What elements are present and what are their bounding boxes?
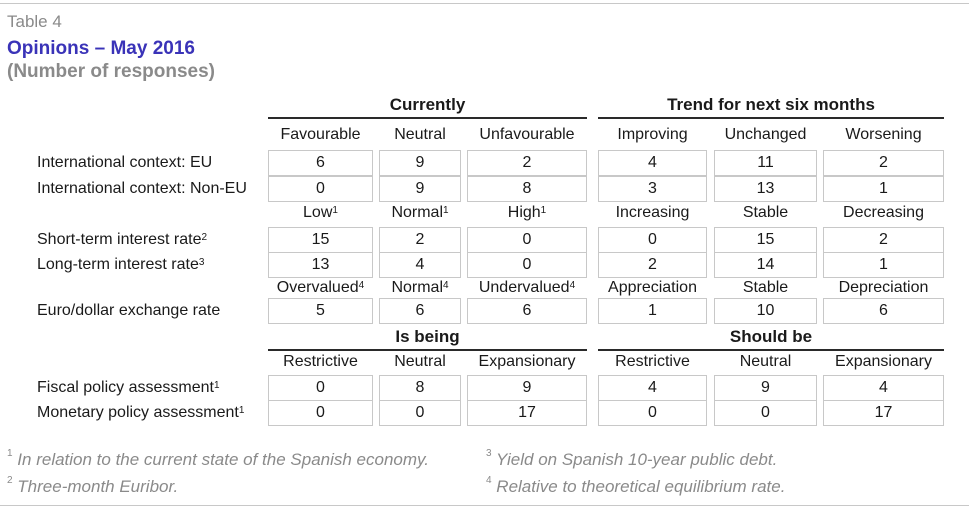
table-cell: 0 [598, 227, 707, 253]
table-cell: 6 [379, 298, 461, 324]
column-header: Neutral [394, 126, 446, 143]
table-cell: 6 [823, 298, 944, 324]
table-cell: 0 [268, 375, 373, 401]
column-header: Neutral [394, 353, 446, 370]
table-cell: 17 [823, 400, 944, 426]
table-cell: 15 [268, 227, 373, 253]
row-label: Short-term interest rate2 [37, 231, 208, 248]
table-cell: 6 [467, 298, 587, 324]
column-header: Appreciation [608, 279, 697, 296]
row-label: International context: Non-EU [37, 180, 247, 197]
column-header: Normal1 [391, 204, 449, 221]
row-label: Long-term interest rate3 [37, 256, 205, 273]
table-cell: 4 [598, 150, 707, 176]
footnote: 4 Relative to theoretical equilibrium ra… [486, 475, 786, 496]
table-cell: 1 [598, 298, 707, 324]
table-cell: 0 [268, 400, 373, 426]
group-header-is_being: Is being [395, 327, 460, 346]
table-subtitle: (Number of responses) [7, 61, 215, 82]
row-label: Monetary policy assessment1 [37, 404, 245, 421]
column-header: Expansionary [478, 353, 576, 370]
table-cell: 1 [823, 252, 944, 278]
column-header: Unfavourable [479, 126, 575, 143]
table-cell: 4 [598, 375, 707, 401]
column-header: Undervalued4 [478, 279, 576, 296]
column-header: Worsening [845, 126, 922, 143]
column-header: Restrictive [615, 353, 690, 370]
table-cell: 13 [268, 252, 373, 278]
top-rule [0, 3, 969, 4]
footnote: 2 Three-month Euribor. [7, 475, 179, 496]
table-cell: 4 [379, 252, 461, 278]
column-header: Decreasing [843, 204, 924, 221]
column-header: Stable [742, 279, 789, 296]
column-header: Low1 [303, 204, 338, 221]
column-header: Stable [742, 204, 789, 221]
table-cell: 11 [714, 150, 817, 176]
row-label: International context: EU [37, 154, 213, 171]
table-cell: 2 [379, 227, 461, 253]
column-header: Improving [617, 126, 688, 143]
table-cell: 0 [268, 176, 373, 202]
group-header-trend: Trend for next six months [667, 95, 875, 114]
column-header: Normal4 [391, 279, 449, 296]
table-cell: 8 [467, 176, 587, 202]
group-rule-currently [268, 117, 587, 119]
table-cell: 2 [823, 227, 944, 253]
table-cell: 8 [379, 375, 461, 401]
table-cell: 0 [467, 252, 587, 278]
bottom-rule [0, 505, 969, 506]
table-cell: 17 [467, 400, 587, 426]
table-cell: 2 [823, 150, 944, 176]
column-header: Favourable [280, 126, 361, 143]
table-cell: 14 [714, 252, 817, 278]
column-header: Depreciation [838, 279, 929, 296]
table-tag: Table 4 [7, 12, 62, 31]
table-cell: 6 [268, 150, 373, 176]
table-cell: 0 [714, 400, 817, 426]
column-header: Restrictive [283, 353, 358, 370]
row-label: Fiscal policy assessment1 [37, 379, 220, 396]
footnote: 3 Yield on Spanish 10-year public debt. [486, 448, 778, 469]
table-cell: 13 [714, 176, 817, 202]
group-header-should_be: Should be [729, 327, 813, 346]
column-header: Neutral [739, 353, 792, 370]
table-cell: 9 [714, 375, 817, 401]
column-header: Increasing [615, 204, 690, 221]
table-cell: 9 [467, 375, 587, 401]
table-cell: 0 [467, 227, 587, 253]
group-header-currently: Currently [389, 95, 466, 114]
table-cell: 9 [379, 176, 461, 202]
table-title: Opinions – May 2016 [7, 38, 195, 59]
table-cell: 2 [598, 252, 707, 278]
table-cell: 0 [379, 400, 461, 426]
table-cell: 15 [714, 227, 817, 253]
table-cell: 4 [823, 375, 944, 401]
table-cell: 2 [467, 150, 587, 176]
table-cell: 9 [379, 150, 461, 176]
table-cell: 0 [598, 400, 707, 426]
group-rule-should_be [598, 349, 944, 351]
group-rule-trend [598, 117, 944, 119]
table-cell: 10 [714, 298, 817, 324]
column-header: Overvalued4 [276, 279, 365, 296]
footnote: 1 In relation to the current state of th… [7, 448, 429, 469]
column-header: Expansionary [835, 353, 932, 370]
table-cell: 5 [268, 298, 373, 324]
column-header: Unchanged [724, 126, 807, 143]
group-rule-is_being [268, 349, 587, 351]
table-cell: 3 [598, 176, 707, 202]
column-header: High1 [507, 204, 547, 221]
row-label: Euro/dollar exchange rate [37, 302, 221, 319]
table-cell: 1 [823, 176, 944, 202]
